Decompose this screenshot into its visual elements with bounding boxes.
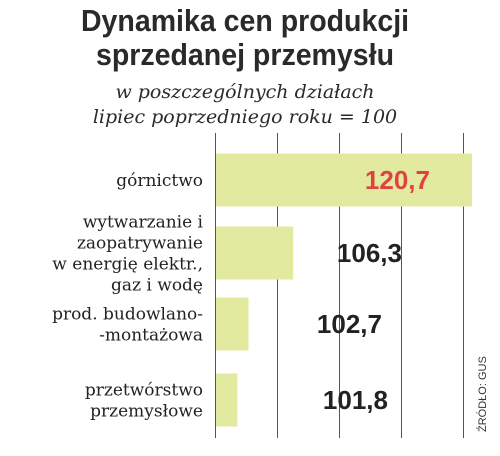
title-line-1: Dynamika cen produkcji xyxy=(80,3,410,38)
bar xyxy=(215,297,249,351)
chart-title: Dynamika cen produkcji sprzedanej przemy… xyxy=(20,4,471,72)
category-label: górnictwo xyxy=(116,171,203,191)
bar xyxy=(215,226,294,280)
chart-subtitle: w poszczególnych działach lipiec poprzed… xyxy=(0,80,490,130)
category-label: wytwarzanie i zaopatrywanie w energię elek… xyxy=(52,213,203,296)
source-label: ŹRÓDŁO: GUS xyxy=(476,356,489,432)
category-label: prod. budowlano--montażowa xyxy=(52,305,203,346)
subtitle-line-2: lipiec poprzedniego roku = 100 xyxy=(92,106,398,128)
category-label: przetwórstwo przemysłowe xyxy=(85,381,203,422)
title-line-2: sprzedanej przemysłu xyxy=(96,37,394,72)
value-label: 120,7 xyxy=(365,165,430,195)
subtitle-line-1: w poszczególnych działach xyxy=(115,81,375,103)
value-label: 106,3 xyxy=(337,238,402,268)
value-label: 102,7 xyxy=(317,309,382,339)
bar xyxy=(215,373,238,427)
bar xyxy=(215,153,472,207)
value-label: 101,8 xyxy=(323,385,388,415)
